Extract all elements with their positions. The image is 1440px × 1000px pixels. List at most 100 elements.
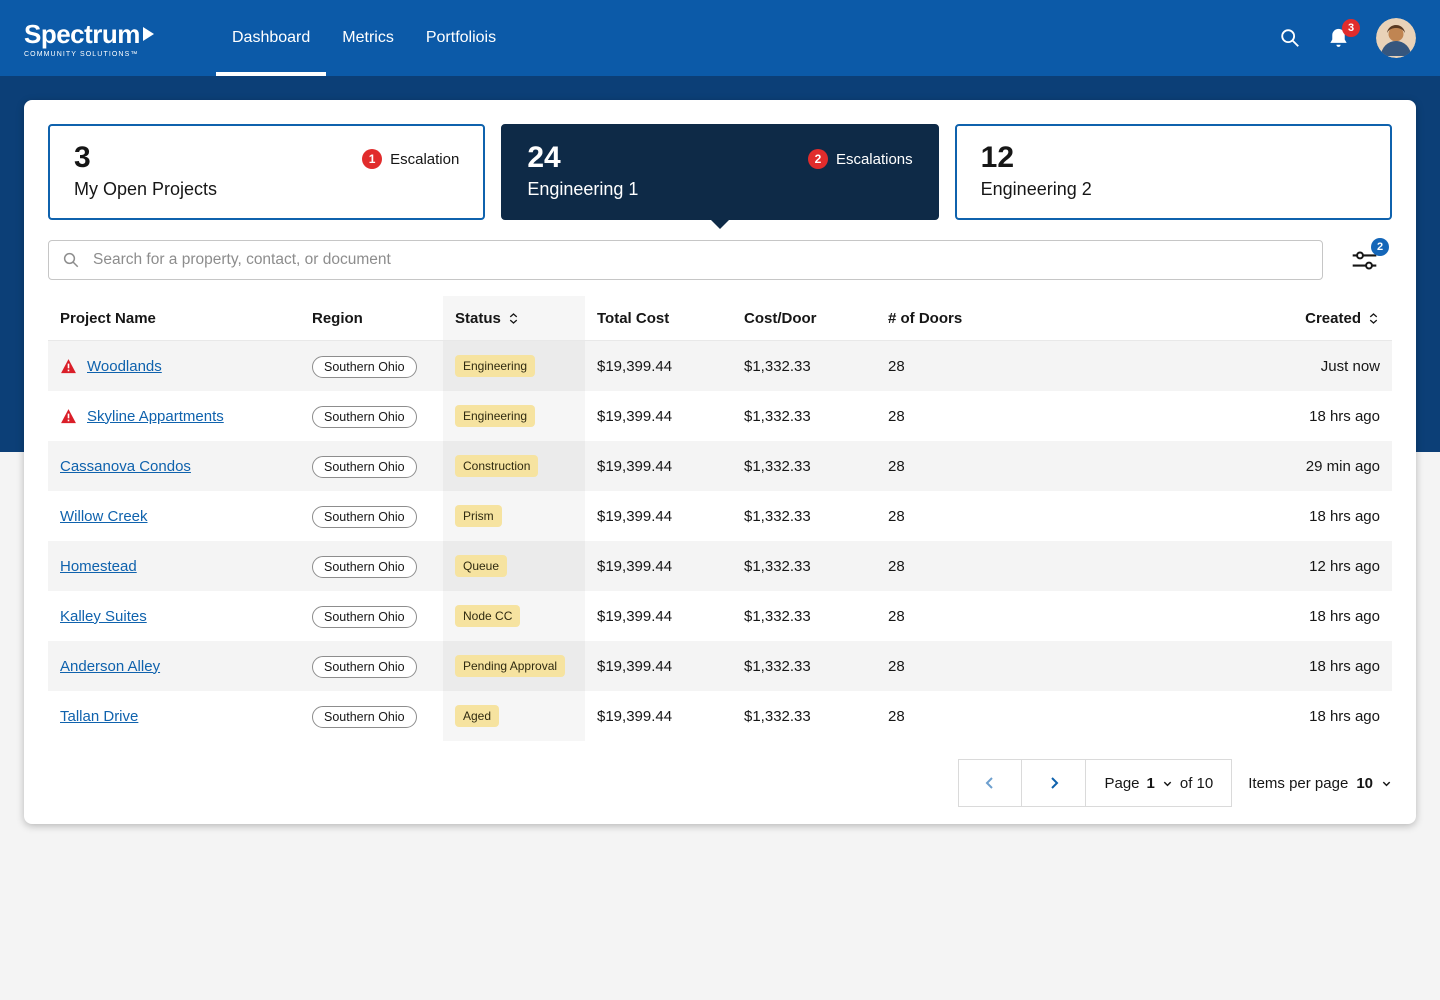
brand-logo[interactable]: Spectrum COMMUNITY SOLUTIONS™: [24, 19, 174, 58]
table-row: Cassanova Condos Southern Ohio Construct…: [48, 441, 1392, 491]
project-name-cell: Skyline Appartments: [48, 408, 312, 425]
stat-card-my-open-projects[interactable]: 3 My Open Projects 1 Escalation: [48, 124, 486, 220]
search-icon[interactable]: [1279, 27, 1301, 49]
next-page-button[interactable]: [1022, 759, 1087, 807]
project-name-cell: Cassanova Condos: [48, 458, 312, 475]
total-cost-cell: $19,399.44: [597, 657, 673, 675]
sort-icon: [1369, 312, 1378, 324]
doors-cell: 28: [888, 407, 905, 425]
region-cell: Southern Ohio: [312, 705, 443, 728]
escalation-indicator: 1 Escalation: [362, 149, 459, 169]
nav-item-metrics[interactable]: Metrics: [342, 29, 394, 46]
cost-per-door-cell: $1,332.33: [744, 557, 811, 575]
table-row: Homestead Southern Ohio Queue $19,399.44…: [48, 541, 1392, 591]
stat-label: Engineering 1: [527, 179, 639, 199]
current-page-value: 1: [1146, 774, 1155, 792]
project-link[interactable]: Tallan Drive: [60, 707, 139, 725]
col-header-created[interactable]: Created: [1040, 296, 1392, 340]
status-cell: Engineering: [443, 341, 585, 391]
brand-arrow-icon: [142, 27, 154, 41]
page-label: Page: [1104, 774, 1140, 792]
nav-item-dashboard[interactable]: Dashboard: [216, 0, 327, 76]
brand-tagline: COMMUNITY SOLUTIONS™: [24, 50, 139, 58]
total-cost-cell: $19,399.44: [597, 457, 673, 475]
cost-per-door-cell: $1,332.33: [744, 657, 811, 675]
region-cell: Southern Ohio: [312, 455, 443, 478]
created-cell: 29 min ago: [1305, 457, 1380, 475]
page-of-label: of 10: [1179, 774, 1214, 792]
project-link[interactable]: Anderson Alley: [60, 657, 161, 675]
escalation-warning-icon: [60, 358, 77, 375]
cost-per-door-cell: $1,332.33: [744, 507, 811, 525]
project-link[interactable]: Woodlands: [87, 357, 162, 375]
primary-nav: Dashboard Metrics Portfoliois: [216, 0, 512, 76]
notifications-bell-icon[interactable]: 3: [1327, 18, 1360, 50]
prev-page-button[interactable]: [958, 759, 1023, 807]
cost-per-door-cell: $1,332.33: [744, 457, 811, 475]
doors-cell: 28: [888, 607, 905, 625]
status-cell: Node CC: [443, 591, 585, 641]
stat-card-engineering-2[interactable]: 12 Engineering 2: [954, 124, 1392, 220]
nav-item-portfolios[interactable]: Portfoliois: [425, 29, 497, 46]
project-link[interactable]: Cassanova Condos: [60, 457, 191, 475]
region-cell: Southern Ohio: [312, 555, 443, 578]
items-per-page-label: Items per page: [1248, 774, 1349, 792]
cost-per-door-cell: $1,332.33: [744, 607, 811, 625]
project-link[interactable]: Willow Creek: [60, 507, 148, 525]
col-header-status[interactable]: Status: [443, 296, 585, 340]
region-chip: Southern Ohio: [312, 355, 417, 378]
total-cost-cell: $19,399.44: [597, 707, 673, 725]
doors-cell: 28: [888, 457, 905, 475]
doors-cell: 28: [888, 557, 905, 575]
escalation-count-badge: 2: [807, 149, 828, 169]
total-cost-cell: $19,399.44: [597, 357, 673, 375]
created-cell: 18 hrs ago: [1309, 707, 1380, 725]
navbar-actions: 3: [1279, 18, 1416, 58]
status-cell: Pending Approval: [443, 641, 585, 691]
sort-icon: [509, 312, 518, 324]
project-name-cell: Tallan Drive: [48, 708, 312, 725]
selected-card-caret: [707, 217, 732, 229]
total-cost-cell: $19,399.44: [597, 557, 673, 575]
total-cost-cell: $19,399.44: [597, 407, 673, 425]
cost-per-door-cell: $1,332.33: [744, 407, 811, 425]
stat-card-engineering-1[interactable]: 24 Engineering 1 2 Escalations: [501, 124, 939, 229]
project-name-cell: Homestead: [48, 558, 312, 575]
project-name-cell: Kalley Suites: [48, 608, 312, 625]
search-input-icon: [62, 251, 80, 274]
escalation-count-badge: 1: [362, 149, 383, 169]
search-input[interactable]: [48, 240, 1323, 280]
avatar[interactable]: [1376, 18, 1416, 58]
stat-value: 24: [527, 141, 561, 174]
table-row: Kalley Suites Southern Ohio Node CC $19,…: [48, 591, 1392, 641]
cost-per-door-cell: $1,332.33: [744, 357, 811, 375]
project-link[interactable]: Skyline Appartments: [87, 407, 224, 425]
table-header-row: Project Name Region Status Total Cost Co…: [48, 296, 1392, 341]
project-link[interactable]: Homestead: [60, 557, 137, 575]
dashboard-card: 3 My Open Projects 1 Escalation 24 Engin…: [24, 100, 1416, 824]
page-selector[interactable]: Page 1 of 10: [1086, 759, 1233, 807]
status-badge: Construction: [455, 455, 539, 477]
status-badge: Engineering: [455, 355, 536, 377]
status-badge: Prism: [455, 505, 502, 527]
project-link[interactable]: Kalley Suites: [60, 607, 147, 625]
chevron-down-icon: [1382, 781, 1391, 786]
search-row: 2: [48, 237, 1392, 280]
status-cell: Construction: [443, 441, 585, 491]
created-cell: 18 hrs ago: [1309, 657, 1380, 675]
created-cell: 12 hrs ago: [1309, 557, 1380, 575]
chevron-down-icon: [1163, 781, 1172, 786]
stat-value: 12: [980, 141, 1015, 174]
table-row: Skyline Appartments Southern Ohio Engine…: [48, 391, 1392, 441]
region-chip: Southern Ohio: [312, 605, 417, 628]
items-per-page-selector[interactable]: Items per page 10: [1248, 775, 1392, 792]
created-cell: 18 hrs ago: [1309, 607, 1380, 625]
col-header-project-name: Project Name: [60, 309, 156, 327]
created-cell: 18 hrs ago: [1309, 407, 1380, 425]
doors-cell: 28: [888, 707, 905, 725]
status-cell: Engineering: [443, 391, 585, 441]
created-cell: 18 hrs ago: [1309, 507, 1380, 525]
region-chip: Southern Ohio: [312, 655, 417, 678]
filter-settings-icon[interactable]: 2: [1351, 237, 1389, 274]
region-chip: Southern Ohio: [312, 705, 417, 728]
